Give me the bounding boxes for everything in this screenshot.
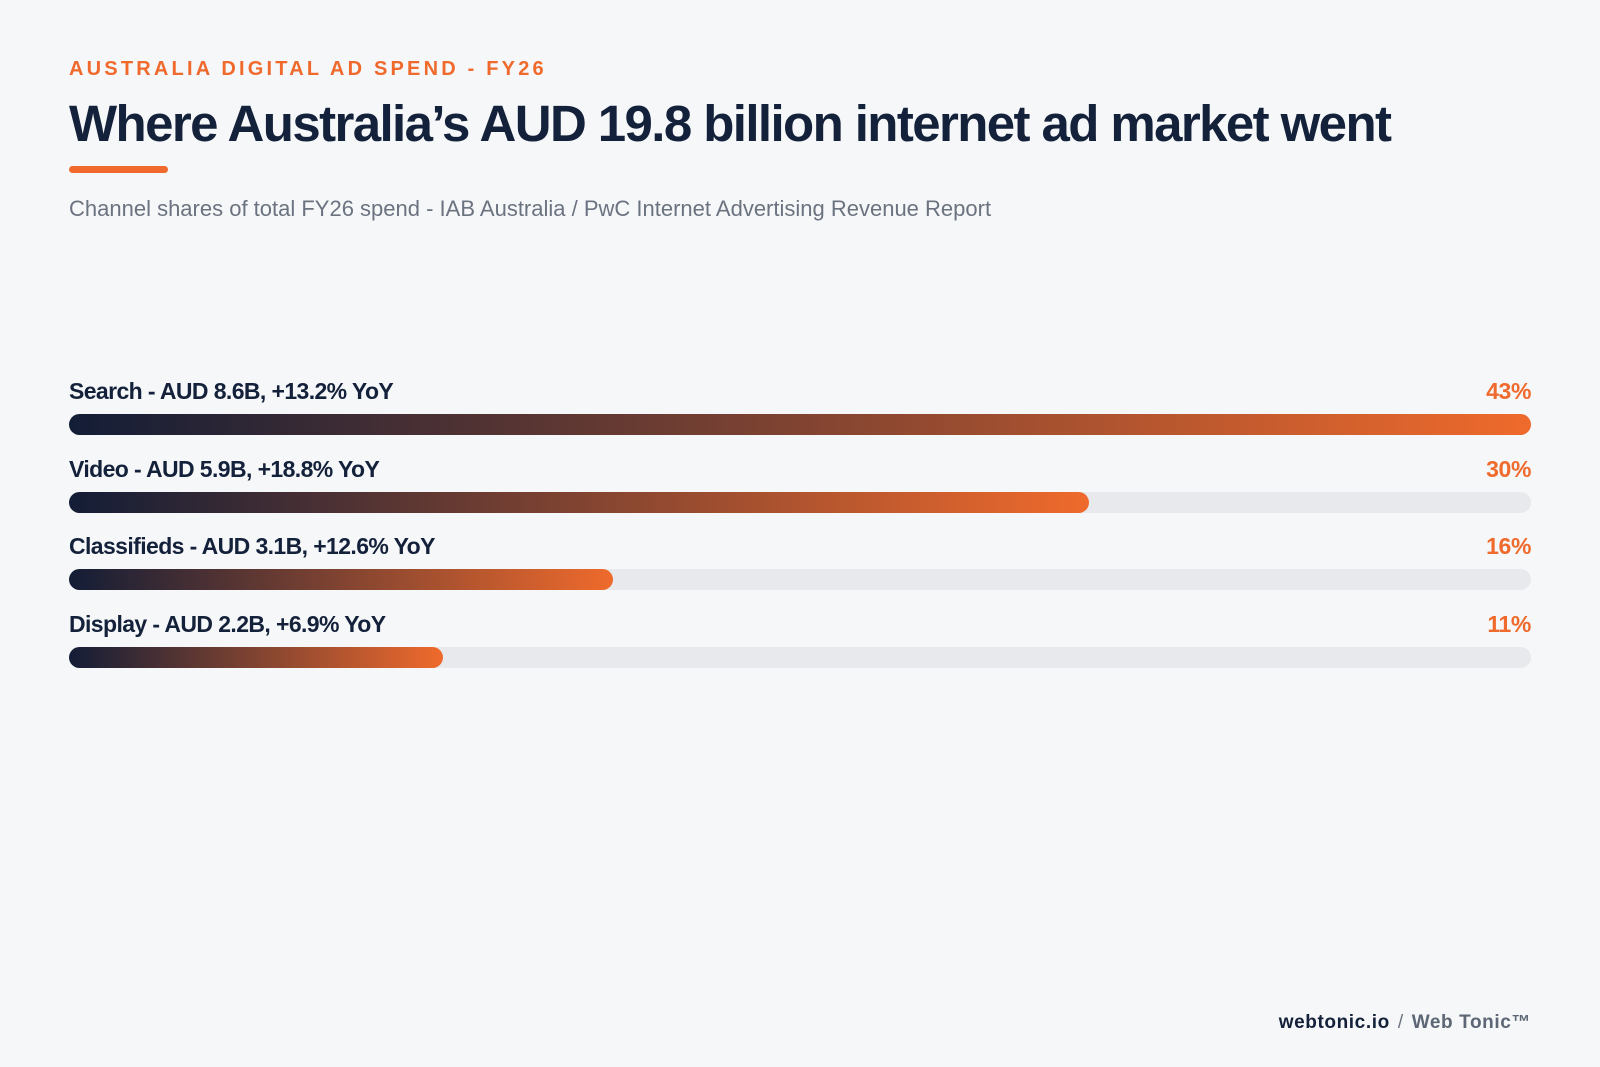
channel-share-bar-chart: Search - AUD 8.6B, +13.2% YoY 43% Video - … xyxy=(69,374,1531,684)
chart-row: Classifieds - AUD 3.1B, +12.6% YoY 16% xyxy=(69,529,1531,607)
bar-value-label: 11% xyxy=(1487,610,1531,637)
bar-label: Classifieds - AUD 3.1B, +12.6% YoY xyxy=(69,533,435,559)
bar xyxy=(69,414,1531,435)
footer-separator: / xyxy=(1397,1012,1404,1033)
bar-value-label: 16% xyxy=(1486,533,1531,559)
eyebrow-label: AUSTRALIA DIGITAL AD SPEND - FY26 xyxy=(69,58,547,80)
bar-track xyxy=(69,491,1531,513)
bar-track xyxy=(69,646,1531,668)
title-underline xyxy=(69,166,168,173)
page-title: Where Australia’s AUD 19.8 billion inter… xyxy=(69,95,1392,152)
bar-label: Display - AUD 2.2B, +6.9% YoY xyxy=(69,610,386,637)
page-subtitle: Channel shares of total FY26 spend - IAB… xyxy=(69,196,992,221)
footer-credit: webtonic.io / Web Tonic™ xyxy=(1279,1012,1531,1034)
bar-track xyxy=(69,569,1531,590)
bar-value-label: 43% xyxy=(1486,378,1531,404)
bar-label: Video - AUD 5.9B, +18.8% YoY xyxy=(69,455,380,482)
bar-track xyxy=(69,414,1531,435)
footer-site[interactable]: webtonic.io xyxy=(1278,1012,1390,1033)
bar xyxy=(69,491,1089,513)
bar-value-label: 30% xyxy=(1486,455,1531,482)
bar xyxy=(69,646,443,668)
footer-brand: Web Tonic™ xyxy=(1411,1012,1531,1033)
chart-row: Search - AUD 8.6B, +13.2% YoY 43% xyxy=(69,374,1531,452)
chart-row: Video - AUD 5.9B, +18.8% YoY 30% xyxy=(69,452,1531,530)
chart-row: Display - AUD 2.2B, +6.9% YoY 11% xyxy=(69,607,1531,685)
bar xyxy=(69,569,613,590)
bar-label: Search - AUD 8.6B, +13.2% YoY xyxy=(69,378,394,404)
